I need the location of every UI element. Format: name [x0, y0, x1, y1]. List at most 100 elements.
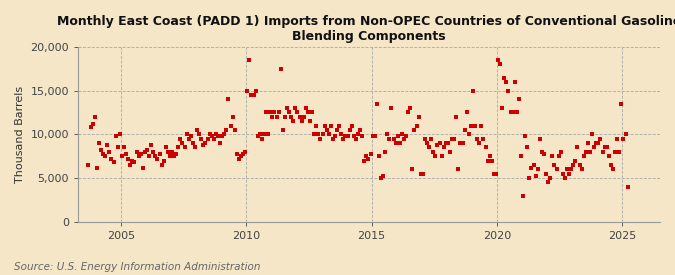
Point	[495, 62, 506, 67]
Point	[512, 110, 522, 115]
Point	[298, 115, 309, 119]
Point	[618, 136, 629, 141]
Point	[106, 156, 117, 161]
Point	[327, 136, 338, 141]
Point	[476, 123, 487, 128]
Point	[310, 123, 321, 128]
Point	[499, 75, 510, 80]
Point	[524, 176, 535, 180]
Point	[409, 128, 420, 132]
Point	[83, 163, 94, 167]
Point	[273, 110, 284, 115]
Point	[290, 106, 301, 110]
Point	[568, 163, 578, 167]
Point	[300, 106, 311, 110]
Point	[91, 165, 102, 170]
Point	[399, 136, 410, 141]
Point	[470, 123, 481, 128]
Point	[539, 151, 549, 156]
Point	[286, 115, 296, 119]
Point	[284, 110, 294, 115]
Point	[144, 154, 155, 158]
Point	[369, 134, 380, 138]
Point	[394, 141, 405, 145]
Point	[123, 156, 134, 161]
Point	[478, 136, 489, 141]
Point	[177, 141, 188, 145]
Point	[520, 134, 531, 138]
Point	[603, 154, 614, 158]
Point	[325, 123, 336, 128]
Point	[336, 132, 347, 136]
Point	[121, 151, 132, 156]
Point	[480, 145, 491, 150]
Point	[610, 150, 620, 154]
Point	[277, 128, 288, 132]
Point	[541, 171, 551, 176]
Point	[593, 141, 603, 145]
Point	[279, 115, 290, 119]
Point	[597, 150, 608, 154]
Point	[350, 136, 361, 141]
Point	[265, 110, 275, 115]
Point	[537, 150, 547, 154]
Point	[348, 134, 359, 138]
Point	[371, 101, 382, 106]
Point	[110, 134, 121, 138]
Point	[150, 154, 161, 158]
Point	[135, 151, 146, 156]
Point	[365, 151, 376, 156]
Point	[438, 145, 449, 150]
Point	[445, 150, 456, 154]
Point	[138, 165, 148, 170]
Point	[244, 58, 254, 62]
Point	[152, 156, 163, 161]
Point	[487, 158, 497, 163]
Point	[205, 132, 215, 136]
Point	[154, 151, 165, 156]
Point	[173, 145, 184, 150]
Point	[451, 115, 462, 119]
Point	[344, 128, 355, 132]
Point	[85, 125, 96, 130]
Point	[302, 110, 313, 115]
Point	[491, 171, 502, 176]
Point	[140, 150, 151, 154]
Point	[578, 154, 589, 158]
Point	[426, 136, 437, 141]
Point	[589, 145, 599, 150]
Point	[472, 136, 483, 141]
Point	[430, 154, 441, 158]
Point	[269, 110, 280, 115]
Point	[352, 132, 363, 136]
Point	[413, 115, 424, 119]
Point	[340, 134, 351, 138]
Point	[401, 134, 412, 138]
Point	[482, 158, 493, 163]
Point	[468, 89, 479, 93]
Point	[100, 154, 111, 158]
Point	[440, 141, 451, 145]
Point	[361, 154, 372, 158]
Point	[622, 185, 633, 189]
Point	[528, 163, 539, 167]
Point	[148, 150, 159, 154]
Point	[234, 156, 244, 161]
Point	[304, 119, 315, 123]
Point	[390, 141, 401, 145]
Point	[447, 136, 458, 141]
Point	[104, 150, 115, 154]
Point	[190, 145, 200, 150]
Point	[384, 136, 395, 141]
Point	[108, 160, 119, 164]
Point	[382, 132, 393, 136]
Point	[146, 143, 157, 147]
Point	[163, 150, 173, 154]
Point	[236, 154, 246, 158]
Point	[595, 136, 606, 141]
Point	[308, 132, 319, 136]
Point	[209, 136, 219, 141]
Point	[346, 123, 357, 128]
Y-axis label: Thousand Barrels: Thousand Barrels	[15, 86, 25, 183]
Point	[221, 128, 232, 132]
